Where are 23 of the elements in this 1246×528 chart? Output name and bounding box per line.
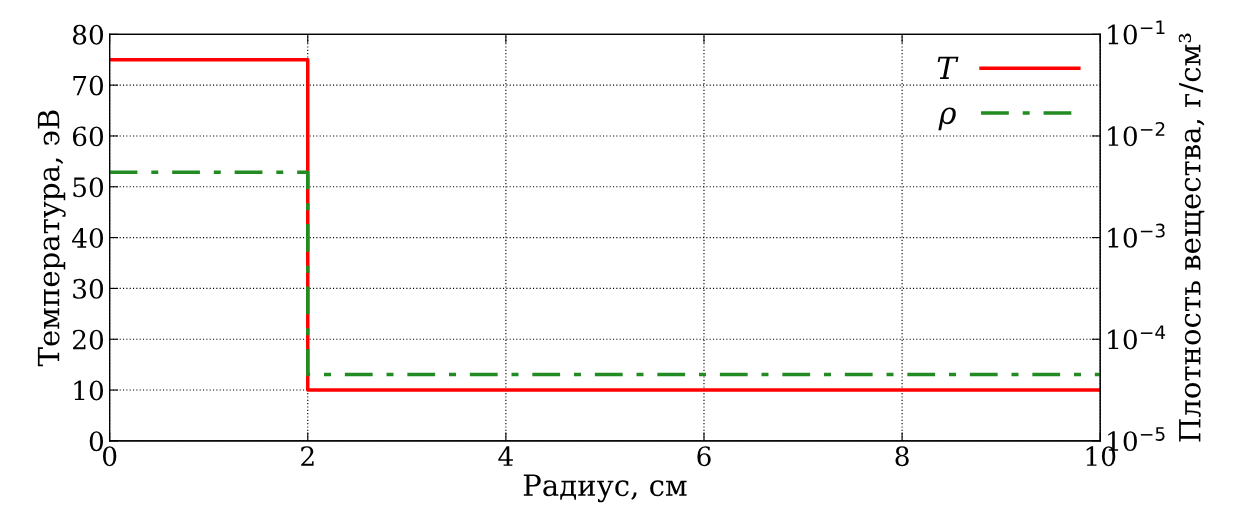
y2-tick-label: 10$^{−1}$ <box>1108 20 1165 45</box>
y-tick-label: 60 <box>72 126 104 147</box>
y-tick-label: 0 <box>89 431 104 452</box>
y-tick-label: 80 <box>72 24 104 45</box>
x-tick-label: 0 <box>102 446 117 467</box>
y2-tick-label: 10$^{−3}$ <box>1108 223 1165 248</box>
x-axis-title: Радиус, см <box>523 474 687 503</box>
x-tick-label: 4 <box>498 446 513 466</box>
legend-label: T <box>937 56 959 79</box>
y-tick-label: 30 <box>73 278 104 299</box>
x-tick-label: 2 <box>301 446 314 466</box>
y-tick-label: 20 <box>73 329 104 350</box>
y-axis-title: Температура, эВ <box>37 110 66 367</box>
y-tick-label: 10 <box>74 380 104 401</box>
x-tick-label: 8 <box>895 446 909 467</box>
y2-tick-label: 10$^{−2}$ <box>1108 121 1165 147</box>
y2-tick-label: 10$^{−4}$ <box>1108 325 1166 350</box>
y2-axis-title: Плотность вещества, г/см³ <box>1178 33 1205 442</box>
y-tick-label: 40 <box>72 228 104 248</box>
legend-label: ρ <box>938 107 956 131</box>
y-tick-label: 70 <box>73 75 104 96</box>
y-tick-label: 50 <box>73 177 104 198</box>
x-tick-label: 6 <box>697 446 711 467</box>
